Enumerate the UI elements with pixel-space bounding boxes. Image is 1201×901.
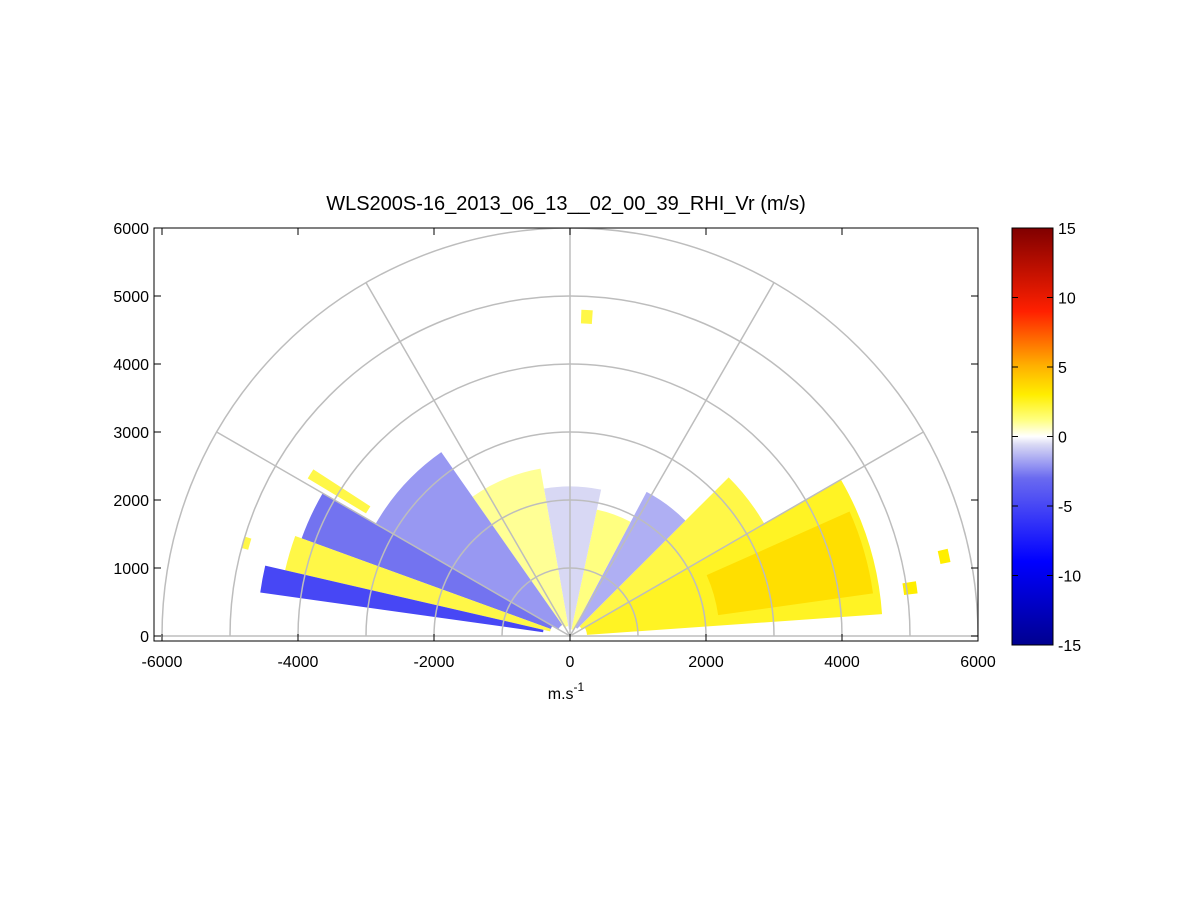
- colorbar: [1011, 227, 1054, 646]
- velocity-sector: [902, 581, 918, 595]
- azimuth-spoke: [569, 431, 924, 637]
- x-tick-label: 2000: [688, 654, 724, 671]
- x-axis-label: m.s-1: [548, 680, 585, 703]
- y-tick-label: 4000: [113, 357, 149, 374]
- chart-title: WLS200S-16_2013_06_13__02_00_39_RHI_Vr (…: [326, 193, 806, 215]
- azimuth-spoke: [569, 282, 775, 637]
- colorbar-tick-label: 15: [1058, 221, 1076, 238]
- velocity-sector: [571, 509, 631, 630]
- colorbar-tick-label: 0: [1058, 430, 1067, 447]
- velocity-sector: [937, 548, 951, 564]
- velocity-sector: [574, 491, 686, 629]
- velocity-sector: [579, 477, 765, 630]
- x-axis: -6000 -4000 -2000 0 2000 4000 6000: [142, 228, 996, 671]
- colorbar-tick-label: 10: [1058, 291, 1076, 308]
- velocity-sector: [580, 309, 593, 324]
- y-axis: 0 1000 2000 3000 4000 5000 6000: [113, 221, 978, 646]
- velocity-sector: [375, 452, 563, 630]
- y-tick-label: 3000: [113, 425, 149, 442]
- velocity-sector: [260, 565, 544, 633]
- y-tick-label: 6000: [113, 221, 149, 238]
- azimuth-spoke: [216, 431, 571, 637]
- colorbar-ticks: 15 10 5 0 -5 -10 -15: [1012, 221, 1081, 655]
- y-tick-label: 2000: [113, 493, 149, 510]
- polar-grid: [161, 228, 978, 637]
- x-tick-label: 4000: [824, 654, 860, 671]
- x-tick-label: -2000: [414, 654, 455, 671]
- velocity-sector: [544, 486, 602, 630]
- y-tick-label: 1000: [113, 561, 149, 578]
- y-tick-label: 5000: [113, 289, 149, 306]
- colorbar-tick-label: -15: [1058, 638, 1081, 655]
- y-tick-label: 0: [140, 629, 149, 646]
- azimuth-spoke: [365, 282, 571, 637]
- colorbar-tick-label: 5: [1058, 360, 1067, 377]
- x-tick-label: -4000: [278, 654, 319, 671]
- velocity-sector: [301, 493, 553, 630]
- x-tick-label: -6000: [142, 654, 183, 671]
- x-tick-label: 6000: [960, 654, 996, 671]
- x-tick-label: 0: [566, 654, 575, 671]
- velocity-sector: [706, 511, 874, 616]
- colorbar-tick-label: -10: [1058, 569, 1081, 586]
- x-axis-label-superscript: -1: [574, 680, 585, 694]
- x-axis-label-base: m.s: [548, 686, 574, 703]
- plot-frame: [153, 227, 979, 642]
- velocity-sector: [285, 535, 551, 632]
- colorbar-tick-label: -5: [1058, 499, 1072, 516]
